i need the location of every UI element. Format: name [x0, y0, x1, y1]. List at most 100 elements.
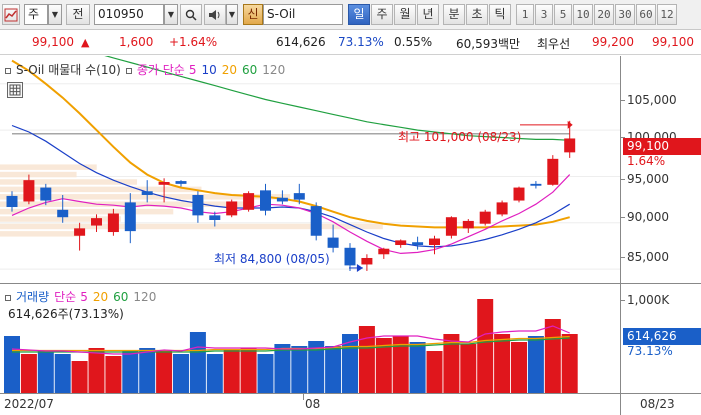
search-button[interactable]	[180, 4, 202, 25]
volume-y-axis: 1,000K 614,626 73.13%	[620, 283, 701, 393]
volume-bar	[342, 334, 358, 394]
high-price-annotation: 최고 101,000 (08/23)	[398, 130, 522, 144]
price-y-axis: 105,000 100,000 95,000 90,000 85,000 99,…	[620, 56, 701, 283]
interval-60-button[interactable]: 60	[636, 4, 656, 25]
sound-button[interactable]	[204, 4, 226, 25]
legend-toggle-icon[interactable]	[5, 67, 11, 74]
volume-ma-label: 단순	[54, 290, 77, 304]
interval-1-button[interactable]: 1	[516, 4, 534, 25]
volume-legend: 거래량 단순 5 20 60 120	[5, 288, 161, 305]
interval-120-button[interactable]: 12	[657, 4, 677, 25]
volume-bar	[477, 299, 494, 394]
volume-profile-band	[0, 208, 174, 215]
volume-bar	[20, 354, 37, 394]
current-pct-tag: 1.64%	[627, 154, 666, 168]
ma10-line	[11, 124, 571, 248]
market-type-dropdown-icon[interactable]: ▼	[48, 4, 62, 25]
candle-body	[192, 194, 204, 216]
candle-body	[141, 191, 153, 195]
market-type-select[interactable]: 주	[24, 4, 48, 25]
volume-bar	[544, 319, 561, 394]
interval-3-button[interactable]: 3	[535, 4, 553, 25]
stock-code-input[interactable]: 010950	[94, 4, 164, 25]
ma10-legend: 10	[201, 63, 217, 77]
price-change-pct: +1.64%	[169, 35, 218, 49]
interval-5-button[interactable]: 5	[554, 4, 572, 25]
period-day-tab[interactable]: 일	[348, 4, 370, 25]
volume-bar	[4, 336, 20, 394]
price-chart[interactable]	[0, 56, 620, 283]
stock-name-field[interactable]: S-Oil	[263, 4, 343, 25]
period-second-tab[interactable]: 초	[466, 4, 488, 25]
candle-body	[243, 193, 255, 210]
y-tick-label: 85,000	[627, 250, 669, 264]
stock-code-dropdown-icon[interactable]: ▼	[164, 4, 178, 25]
trade-value: 60,593백만	[456, 37, 521, 51]
volume-bar	[156, 350, 173, 394]
volume-profile-band	[0, 186, 202, 193]
best-ask-price: 99,200	[592, 35, 634, 49]
period-year-tab[interactable]: 년	[417, 4, 439, 25]
candle-body	[395, 240, 407, 246]
volume-bar	[460, 344, 477, 394]
turnover-rate: 0.55%	[394, 35, 433, 49]
volume-bar	[54, 354, 71, 394]
legend-toggle-icon[interactable]	[125, 67, 132, 74]
toolbar: 주 ▼ 전 010950 ▼ ▼ 신 S-Oil 일 주 월 년 분 초 틱 1…	[0, 0, 701, 30]
period-tick-tab[interactable]: 틱	[489, 4, 511, 25]
x-tick-label: 08/23	[640, 397, 675, 411]
volume-bar	[257, 354, 274, 394]
volume-bar	[71, 361, 88, 394]
chart-menu-icon	[4, 8, 18, 22]
interval-20-button[interactable]: 20	[594, 4, 614, 25]
shin-button[interactable]: 신	[243, 4, 263, 25]
vol-ma20-line	[12, 337, 570, 353]
volume-bar	[139, 348, 156, 394]
volume-chart-panel[interactable]: 거래량 단순 5 20 60 120 614,626주(73.13%)	[0, 283, 620, 394]
grid-toggle-button[interactable]	[7, 82, 23, 98]
interval-10-button[interactable]: 10	[573, 4, 593, 25]
candle-body	[91, 218, 102, 226]
volume-bar	[173, 354, 189, 394]
ma-legend-label: 종가 단순	[136, 63, 185, 77]
up-arrow-icon: ▲	[81, 36, 90, 49]
price-change: 1,600	[119, 35, 154, 49]
period-minute-tab[interactable]: 분	[443, 4, 465, 25]
best-bid-price: 99,100	[652, 35, 694, 49]
x-tick-label: 2022/07	[4, 397, 54, 411]
current-price-tag: 99,100	[623, 138, 701, 155]
candle-body	[107, 213, 119, 233]
chart-menu-button[interactable]	[2, 4, 20, 25]
legend-toggle-icon[interactable]	[5, 294, 11, 301]
ma20-line	[11, 59, 570, 229]
period-month-tab[interactable]: 월	[394, 4, 416, 25]
volume-bar	[122, 350, 139, 394]
volume-chart[interactable]	[0, 284, 620, 394]
candle-body	[530, 183, 542, 186]
interval-30-button[interactable]: 30	[615, 4, 635, 25]
price-chart-panel[interactable]: S-Oil 매물대 수(10) 종가 단순 5 10 20 60 120 최고 101,00…	[0, 56, 620, 283]
candle-body	[293, 193, 305, 200]
candle-body	[260, 190, 271, 211]
candle-body	[429, 238, 440, 246]
volume-bar	[358, 326, 375, 394]
candle-body	[462, 220, 474, 229]
volume-bar	[37, 350, 54, 394]
volume-bar	[527, 336, 544, 394]
period-week-tab[interactable]: 주	[371, 4, 393, 25]
grid-icon	[9, 84, 21, 96]
y-tick-label: 105,000	[627, 93, 677, 107]
candle-body	[513, 187, 525, 201]
candle-body	[327, 237, 339, 248]
candle-body	[310, 206, 322, 236]
candle-body	[412, 242, 424, 246]
volume-bar	[443, 334, 460, 394]
ma120-legend: 120	[262, 63, 286, 77]
best-quote-label: 최우선	[537, 37, 571, 51]
sound-dropdown-icon[interactable]: ▼	[226, 4, 238, 25]
volume-bar	[494, 334, 511, 394]
candle-body	[361, 257, 373, 265]
volume-profile-band	[0, 164, 97, 170]
volume-bar	[308, 341, 325, 394]
jeon-button[interactable]: 전	[66, 4, 90, 25]
